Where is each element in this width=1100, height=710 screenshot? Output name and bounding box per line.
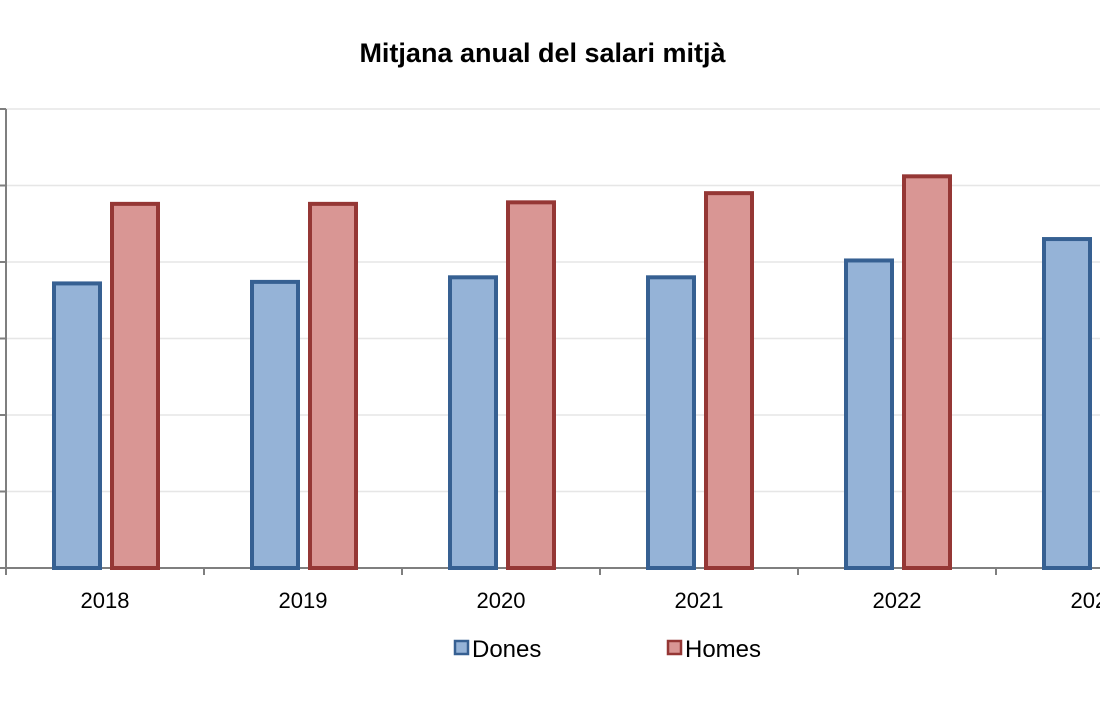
chart-title: Mitjana anual del salari mitjà	[359, 38, 726, 68]
bar-dones-2019	[250, 279, 300, 570]
x-tick-label-2018: 2018	[81, 588, 130, 613]
legend-swatch-homes	[666, 639, 683, 656]
bar-homes-2022	[902, 174, 952, 570]
bar-homes-2019	[308, 201, 358, 571]
legend-label-homes: Homes	[685, 636, 761, 663]
bar-dones-2021	[646, 275, 696, 570]
legend-item-dones: Dones	[453, 636, 541, 663]
bar-homes-2020	[506, 200, 556, 571]
bar-dones-2023	[1042, 237, 1092, 571]
x-tick-label-2021: 2021	[675, 588, 724, 613]
legend-item-homes: Homes	[666, 636, 761, 663]
legend-label-dones: Dones	[472, 636, 541, 663]
x-tick-label-2022: 2022	[873, 588, 922, 613]
x-tick-label-2019: 2019	[279, 588, 328, 613]
bar-homes-2021	[704, 191, 754, 570]
bar-dones-2022	[844, 258, 894, 570]
bar-homes-2018	[110, 201, 160, 571]
x-tick-label-2023: 2023	[1071, 588, 1100, 613]
x-tick-labels: 2018 2019 2020 2021 2022 2023	[81, 588, 1100, 613]
legend-swatch-dones	[453, 639, 470, 656]
legend: Dones Homes	[453, 636, 761, 663]
bar-dones-2020	[448, 275, 498, 570]
bar-dones-2018	[52, 281, 102, 570]
bars	[52, 174, 1092, 571]
x-tick-label-2020: 2020	[477, 588, 526, 613]
